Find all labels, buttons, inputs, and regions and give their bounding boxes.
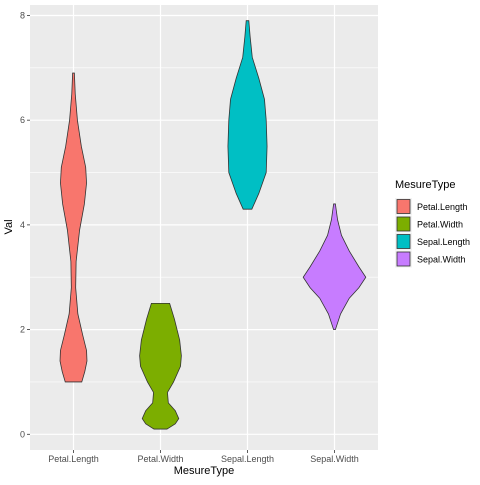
x-tick-label: Petal.Width [137,454,183,464]
y-axis-title: Val [3,219,15,234]
plot-panel [30,5,378,450]
legend-label: Petal.Width [417,220,463,230]
x-tick-label: Petal.Length [48,454,99,464]
violins [59,20,367,430]
legend-title: MesureType [395,179,456,191]
y-tick-label: 4 [20,220,25,230]
y-tick-label: 0 [20,429,25,439]
x-axis: Petal.Length Petal.Width Sepal.Length Sepal… [48,450,359,464]
x-tick-label: Sepal.Width [310,454,359,464]
violin-sepal-length [227,20,268,210]
legend-swatch [396,199,411,214]
x-axis-title: MesureType [174,465,235,477]
y-axis: 0 2 4 6 8 [20,10,30,439]
y-tick-label: 6 [20,115,25,125]
legend-label: Sepal.Width [417,255,466,265]
legend-swatch [396,234,411,249]
violin-petal-length [59,72,88,383]
y-tick-label: 2 [20,325,25,335]
legend-label: Sepal.Length [417,237,470,247]
legend-swatch [396,216,411,232]
x-tick-label: Sepal.Length [221,454,274,464]
y-tick-label: 8 [20,10,25,20]
legend-swatch [396,251,411,267]
legend-label: Petal.Length [417,202,468,212]
violin-petal-width [139,303,182,430]
violin-sepal-width [302,203,367,330]
legend: MesureType Petal.Length Petal.Width Sepal.… [395,179,470,268]
